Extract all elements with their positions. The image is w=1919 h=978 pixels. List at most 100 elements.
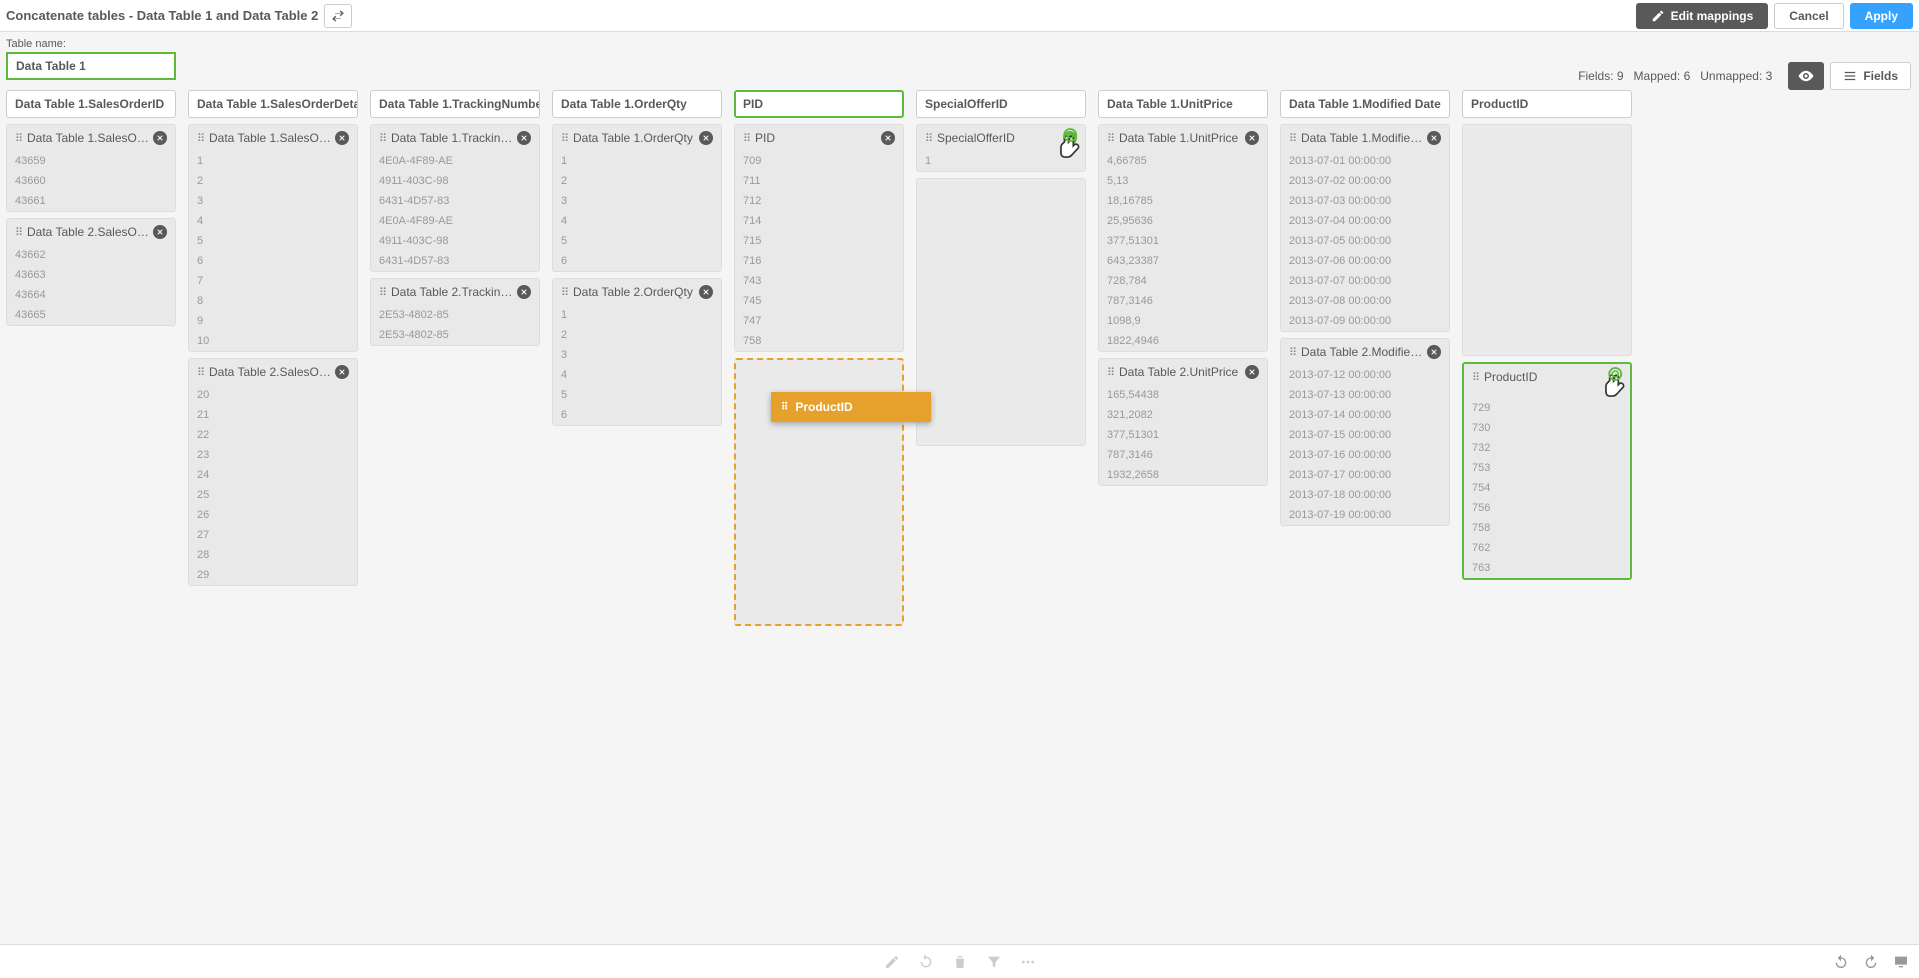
value-cell: 787,3146 — [1099, 291, 1267, 311]
value-cell: 787,3146 — [1099, 445, 1267, 465]
drag-handle-icon[interactable] — [743, 131, 751, 145]
column-header[interactable]: Data Table 1.UnitPrice — [1098, 90, 1268, 118]
value-cell: 758 — [735, 331, 903, 351]
column-header[interactable]: SpecialOfferID — [916, 90, 1086, 118]
value-cell: 2 — [189, 171, 357, 191]
source-header[interactable]: Data Table 1.Modified Date — [1281, 125, 1449, 151]
column-header[interactable]: Data Table 1.Modified Date — [1280, 90, 1450, 118]
source-header[interactable]: SpecialOfferID — [917, 125, 1085, 151]
source-values: 4E0A-4F89-AE4911-403C-986431-4D57-834E0A… — [371, 151, 539, 271]
value-cell: 729 — [1464, 398, 1630, 418]
drag-handle-icon[interactable] — [1289, 131, 1297, 145]
source-header[interactable]: Data Table 1.SalesOrderD... — [189, 125, 357, 151]
source-header[interactable]: PID — [735, 125, 903, 151]
drag-handle-icon[interactable] — [197, 365, 205, 379]
column-header[interactable]: Data Table 1.SalesOrderDeta... — [188, 90, 358, 118]
refresh-icon[interactable] — [918, 954, 934, 970]
value-cell: 747 — [735, 311, 903, 331]
drag-handle-icon[interactable] — [15, 225, 23, 239]
source-header[interactable]: Data Table 2.SalesOrd... — [7, 219, 175, 245]
column-header[interactable]: Data Table 1.OrderQty — [552, 90, 722, 118]
swap-tables-button[interactable] — [324, 4, 352, 28]
value-cell: 4911-403C-98 — [371, 231, 539, 251]
source-values: 123456 — [553, 305, 721, 425]
value-cell: 758 — [1464, 518, 1630, 538]
redo-icon[interactable] — [1863, 954, 1879, 970]
source-values: 123456 — [553, 151, 721, 271]
source-header[interactable]: Data Table 1.SalesOrderID — [7, 125, 175, 151]
clear-mapping-icon[interactable] — [1063, 131, 1077, 145]
value-cell: 2013-07-15 00:00:00 — [1281, 425, 1449, 445]
column-header[interactable]: Data Table 1.TrackingNumber — [370, 90, 540, 118]
value-cell: 4911-403C-98 — [371, 171, 539, 191]
value-cell: 43664 — [7, 285, 175, 305]
edit-icon[interactable] — [884, 954, 900, 970]
value-cell: 2013-07-07 00:00:00 — [1281, 271, 1449, 291]
fields-count: Fields: 9 — [1578, 69, 1623, 83]
value-cell: 1932,2658 — [1099, 465, 1267, 485]
value-cell: 2013-07-17 00:00:00 — [1281, 465, 1449, 485]
source-1: Data Table 1.OrderQty123456 — [552, 124, 722, 272]
source-header[interactable]: Data Table 2.Modified ... — [1281, 339, 1449, 365]
drag-handle-icon[interactable] — [1472, 370, 1480, 384]
cancel-button[interactable]: Cancel — [1774, 3, 1843, 29]
value-cell: 1 — [553, 151, 721, 171]
delete-icon[interactable] — [952, 954, 968, 970]
screen-icon[interactable] — [1893, 954, 1909, 970]
clear-mapping-icon[interactable] — [153, 225, 167, 239]
value-cell: 712 — [735, 191, 903, 211]
source-header[interactable]: Data Table 1.OrderQty — [553, 125, 721, 151]
clear-mapping-icon[interactable] — [517, 285, 531, 299]
clear-mapping-icon[interactable] — [1245, 131, 1259, 145]
source-header[interactable]: Data Table 2.UnitPrice — [1099, 359, 1267, 385]
drag-handle-icon[interactable] — [1289, 345, 1297, 359]
source-header[interactable]: ProductID — [1464, 364, 1630, 390]
column-header[interactable]: ProductID — [1462, 90, 1632, 118]
value-cell: 2013-07-02 00:00:00 — [1281, 171, 1449, 191]
clear-mapping-icon[interactable] — [517, 131, 531, 145]
source-header[interactable]: Data Table 2.OrderQty — [553, 279, 721, 305]
clear-mapping-icon[interactable] — [881, 131, 895, 145]
drop-zone[interactable]: ⠿ProductID — [734, 358, 904, 626]
value-cell: 4 — [189, 211, 357, 231]
drag-handle-icon[interactable] — [1107, 365, 1115, 379]
edit-mappings-button[interactable]: Edit mappings — [1636, 3, 1769, 29]
value-cell: 756 — [1464, 498, 1630, 518]
column-header[interactable]: PID — [734, 90, 904, 118]
drag-handle-icon[interactable] — [15, 131, 23, 145]
value-cell: 2013-07-04 00:00:00 — [1281, 211, 1449, 231]
table-name-input[interactable] — [6, 52, 176, 80]
clear-mapping-icon[interactable] — [153, 131, 167, 145]
source-1: Data Table 1.SalesOrderID436594366043661 — [6, 124, 176, 212]
clear-mapping-icon[interactable] — [1427, 345, 1441, 359]
drag-handle-icon[interactable] — [379, 131, 387, 145]
column-header[interactable]: Data Table 1.SalesOrderID — [6, 90, 176, 118]
drag-handle-icon[interactable] — [561, 131, 569, 145]
clear-mapping-icon[interactable] — [699, 131, 713, 145]
value-cell: 5 — [553, 231, 721, 251]
fields-panel-button[interactable]: Fields — [1830, 62, 1911, 90]
clear-mapping-icon[interactable] — [335, 365, 349, 379]
drag-handle-icon[interactable] — [379, 285, 387, 299]
source-header[interactable]: Data Table 1.UnitPrice — [1099, 125, 1267, 151]
drag-handle-icon[interactable] — [561, 285, 569, 299]
apply-button[interactable]: Apply — [1850, 3, 1913, 29]
filter-icon[interactable] — [986, 954, 1002, 970]
drag-handle-icon[interactable] — [197, 131, 205, 145]
source-header[interactable]: Data Table 2.SalesOrd... — [189, 359, 357, 385]
undo-icon[interactable] — [1833, 954, 1849, 970]
clear-mapping-icon[interactable] — [1427, 131, 1441, 145]
preview-toggle-button[interactable] — [1788, 62, 1824, 90]
drag-handle-icon[interactable] — [925, 131, 933, 145]
source-header[interactable]: Data Table 2.Tracking... — [371, 279, 539, 305]
drag-handle-icon[interactable] — [1107, 131, 1115, 145]
clear-mapping-icon[interactable] — [1245, 365, 1259, 379]
clear-mapping-icon[interactable] — [699, 285, 713, 299]
more-icon[interactable] — [1020, 954, 1036, 970]
dragging-field-chip[interactable]: ⠿ProductID — [771, 392, 931, 422]
unmapped-count: Unmapped: 3 — [1700, 69, 1772, 83]
value-cell: 4 — [553, 211, 721, 231]
source-header[interactable]: Data Table 1.TrackingNum... — [371, 125, 539, 151]
value-cell: 709 — [735, 151, 903, 171]
clear-mapping-icon[interactable] — [335, 131, 349, 145]
